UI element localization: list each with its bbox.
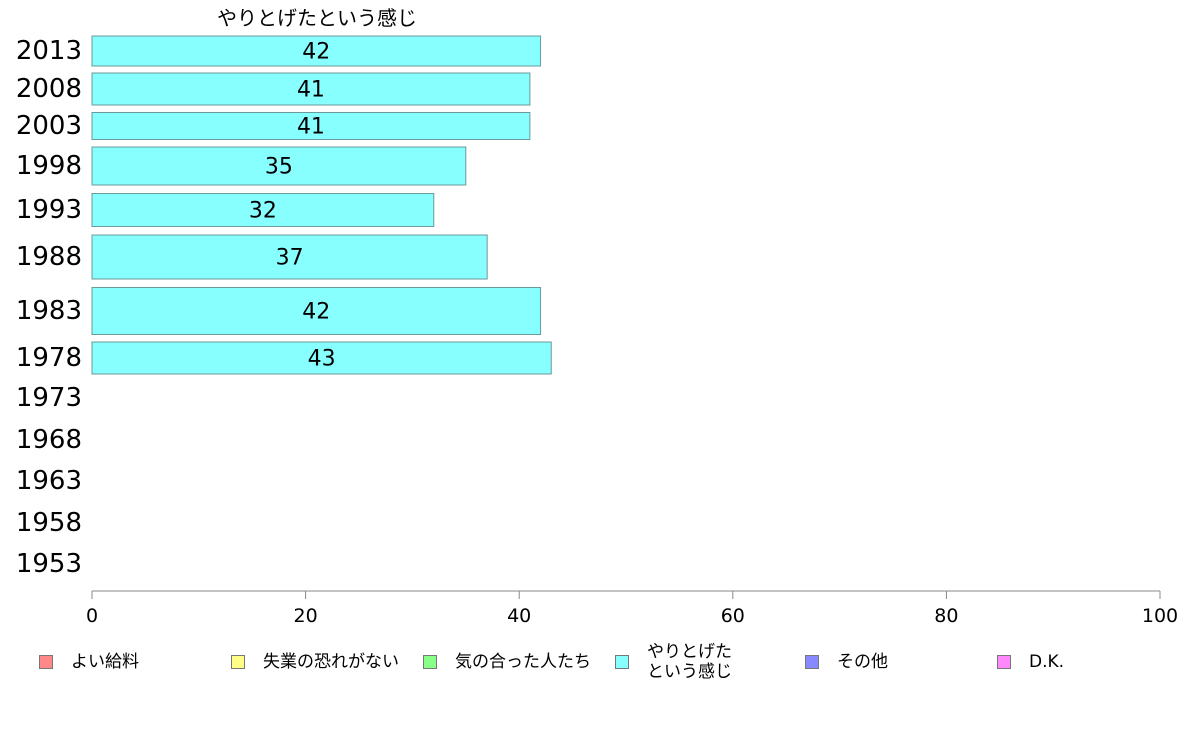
y-tick-label: 2008 — [16, 74, 82, 104]
legend-label: よい給料 — [71, 652, 139, 672]
bar — [91, 193, 435, 227]
legend-label: やりとげた という感じ — [647, 642, 732, 682]
y-tick-label: 1978 — [16, 343, 82, 373]
legend-label: 失業の恐れがない — [263, 652, 399, 672]
y-tick-label: 2003 — [16, 111, 82, 141]
legend-swatch — [615, 655, 629, 669]
bar — [91, 146, 467, 186]
x-tick-label: 0 — [86, 605, 98, 627]
y-tick-label: 1998 — [16, 151, 82, 181]
bar-data-label: 42 — [302, 300, 330, 325]
x-tick-label: 100 — [1142, 605, 1178, 627]
y-tick-label: 1968 — [16, 425, 82, 455]
y-tick-labels: 2013 2008 2003 1998 1993 1988 1983 1978 1973 1968… — [16, 36, 82, 579]
y-tick-label: 1963 — [16, 466, 82, 496]
x-tick-label: 40 — [507, 605, 531, 627]
bar — [91, 287, 542, 335]
bar — [91, 72, 531, 106]
bar-data-label: 35 — [265, 155, 293, 180]
legend-swatch — [39, 655, 53, 669]
bar-data-label: 41 — [297, 78, 325, 103]
legend-swatch — [231, 655, 245, 669]
y-tick-label: 1973 — [16, 383, 82, 413]
y-tick-label: 1993 — [16, 195, 82, 225]
legend-swatch — [997, 655, 1011, 669]
legend-swatch — [805, 655, 819, 669]
y-tick-label: 1953 — [16, 549, 82, 579]
legend-item: やりとげた という感じ — [615, 642, 732, 682]
legend-item: その他 — [805, 652, 888, 672]
bar — [91, 341, 552, 375]
bar — [91, 234, 488, 280]
legend-label: その他 — [837, 652, 888, 672]
y-tick-label: 1958 — [16, 508, 82, 538]
legend-item: D.K. — [997, 652, 1064, 672]
legend-swatch — [423, 655, 437, 669]
bar-data-label: 42 — [302, 40, 330, 65]
bar-data-label: 43 — [308, 347, 336, 372]
legend: よい給料 失業の恐れがない 気の合った人たち やりとげた という感じ その他 D.K. — [0, 640, 1188, 690]
legend-label: D.K. — [1029, 652, 1065, 672]
y-tick-label: 1983 — [16, 296, 82, 326]
bar-data-label: 37 — [276, 246, 304, 271]
bar-data-label: 41 — [297, 115, 325, 140]
legend-item: 失業の恐れがない — [231, 652, 399, 672]
x-tick-label: 80 — [934, 605, 958, 627]
bar — [91, 112, 531, 140]
legend-item: 気の合った人たち — [423, 652, 591, 672]
bar-data-label: 32 — [249, 199, 277, 224]
x-tick-label: 20 — [294, 605, 318, 627]
y-tick-label: 2013 — [16, 36, 82, 66]
x-tick-label: 60 — [721, 605, 745, 627]
x-axis-ticks: 0 20 40 60 80 100 — [86, 591, 1178, 627]
y-tick-label: 1988 — [16, 242, 82, 272]
chart-title: やりとげたという感じ — [217, 6, 417, 30]
legend-item: よい給料 — [39, 652, 139, 672]
bar — [91, 35, 542, 67]
legend-label: 気の合った人たち — [455, 652, 591, 672]
